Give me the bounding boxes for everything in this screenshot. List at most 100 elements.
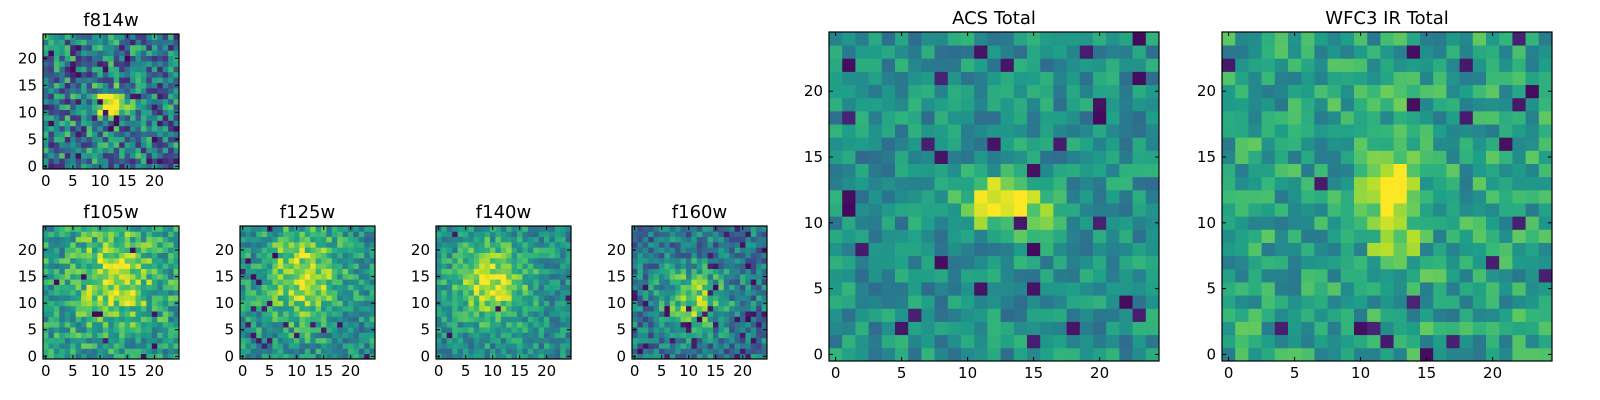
heatmap-cell: [1053, 189, 1067, 204]
heatmap-cell: [250, 353, 257, 360]
heatmap-cell: [745, 273, 752, 280]
heatmap-cell: [1459, 321, 1474, 336]
heatmap-cell: [756, 353, 762, 360]
heatmap-cell: [326, 263, 333, 269]
heatmap-cell: [337, 343, 343, 349]
heatmap-cell: [691, 257, 698, 264]
heatmap-cell: [1274, 282, 1289, 296]
heatmap-cell: [1235, 176, 1249, 191]
heatmap-cell: [436, 321, 442, 328]
heatmap-cell: [1261, 176, 1276, 191]
heatmap-cell: [250, 247, 257, 253]
heatmap-cell: [70, 125, 77, 132]
heatmap-cell: [632, 257, 638, 264]
x-tick-label: 20: [145, 362, 164, 380]
heatmap-cell: [1274, 71, 1289, 86]
heatmap-cell: [245, 263, 252, 269]
heatmap-cell: [560, 332, 566, 339]
heatmap-cell: [974, 110, 988, 125]
heatmap-cell: [987, 229, 1001, 243]
heatmap-cell: [855, 137, 869, 151]
heatmap-cell: [1420, 110, 1434, 125]
heatmap-cell: [527, 327, 534, 333]
heatmap-cell: [135, 332, 142, 339]
heatmap-cell: [130, 321, 136, 328]
heatmap-cell: [1525, 282, 1540, 296]
heatmap-cell: [1040, 334, 1054, 349]
heatmap-cell: [1354, 242, 1368, 257]
heatmap-cell: [75, 247, 82, 253]
heatmap-cell: [1274, 295, 1289, 309]
heatmap-cell: [240, 284, 246, 291]
heatmap-cell: [267, 241, 273, 248]
heatmap-cell: [168, 353, 174, 360]
heatmap-cell: [895, 255, 909, 270]
heatmap-cell: [140, 348, 147, 355]
heatmap-cell: [446, 268, 453, 275]
heatmap-cell: [691, 337, 698, 344]
heatmap-cell: [479, 257, 485, 264]
heatmap-cell: [495, 295, 502, 301]
heatmap-cell: [1119, 203, 1133, 217]
heatmap-cell: [364, 316, 370, 323]
heatmap-cell: [1380, 334, 1394, 349]
heatmap-cell: [761, 241, 768, 248]
heatmap-cell: [1235, 150, 1249, 164]
heatmap-cell: [140, 273, 147, 280]
heatmap-cell: [538, 226, 545, 232]
heatmap-cell: [1420, 203, 1434, 217]
heatmap-cell: [452, 226, 458, 232]
heatmap-cell: [299, 241, 306, 248]
heatmap-cell: [113, 332, 120, 339]
heatmap-cell: [1367, 255, 1381, 270]
heatmap-cell: [321, 263, 327, 269]
heatmap-cell: [64, 348, 71, 355]
heatmap-cell: [1420, 216, 1434, 230]
heatmap-cell: [1093, 255, 1107, 270]
heatmap-cell: [707, 231, 714, 238]
heatmap-cell: [868, 124, 883, 138]
heatmap-cell: [119, 289, 125, 296]
heatmap-cell: [1222, 150, 1236, 164]
heatmap-cell: [299, 316, 306, 323]
heatmap-cell: [1288, 229, 1302, 243]
heatmap-cell: [162, 163, 169, 170]
heatmap-cell: [151, 316, 158, 323]
heatmap-cell: [750, 279, 757, 285]
heatmap-cell: [881, 150, 896, 164]
heatmap-cell: [1274, 97, 1289, 112]
heatmap-cell: [119, 109, 125, 116]
y-tick-label: 10: [1197, 214, 1216, 232]
heatmap-cell: [113, 131, 120, 137]
heatmap-cell: [479, 321, 485, 328]
heatmap-cell: [544, 337, 550, 344]
heatmap-cell: [1132, 45, 1147, 59]
heatmap-cell: [473, 316, 480, 323]
heatmap-cell: [64, 231, 71, 238]
heatmap-cell: [310, 327, 316, 333]
heatmap-cell: [288, 257, 295, 264]
heatmap-cell: [135, 337, 142, 344]
heatmap-cell: [108, 236, 115, 243]
heatmap-cell: [326, 300, 333, 307]
heatmap-cell: [713, 337, 719, 344]
heatmap-cell: [855, 45, 869, 59]
heatmap-cell: [718, 343, 725, 349]
heatmap-cell: [696, 295, 703, 301]
heatmap-cell: [81, 104, 87, 110]
heatmap-cell: [261, 311, 268, 317]
heatmap-cell: [1066, 282, 1081, 296]
heatmap-cell: [1288, 347, 1302, 362]
heatmap-cell: [1393, 176, 1408, 191]
y-tick-label: 20: [411, 241, 430, 259]
heatmap-cell: [1406, 45, 1421, 59]
heatmap-cell: [1132, 97, 1147, 112]
heatmap-cell: [102, 163, 109, 170]
heatmap-cell: [157, 50, 164, 56]
heatmap-cell: [554, 226, 561, 232]
heatmap-cell: [321, 316, 327, 323]
heatmap-cell: [691, 226, 698, 232]
heatmap-cell: [75, 147, 82, 154]
heatmap-cell: [1512, 110, 1526, 125]
heatmap-cell: [1367, 295, 1381, 309]
